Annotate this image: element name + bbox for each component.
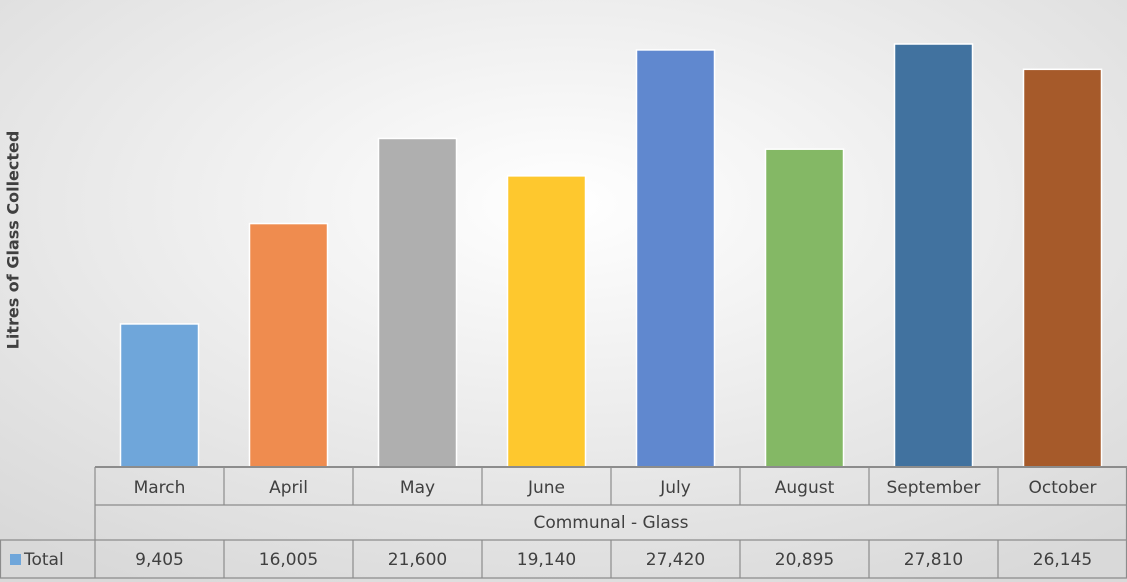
data-table-value: 9,405 bbox=[135, 550, 184, 570]
x-tick-label: August bbox=[775, 478, 835, 498]
bar bbox=[764, 148, 845, 468]
x-tick-label: June bbox=[527, 478, 565, 498]
data-table-value: 16,005 bbox=[259, 550, 318, 570]
x-tick-label: May bbox=[400, 478, 435, 498]
x-tick-label: July bbox=[659, 478, 691, 498]
bar bbox=[119, 323, 200, 468]
data-table-value: 21,600 bbox=[388, 550, 447, 570]
data-table-value: 19,140 bbox=[517, 550, 576, 570]
legend-label: Total bbox=[23, 550, 64, 570]
bar bbox=[248, 222, 329, 468]
bar bbox=[506, 175, 587, 468]
data-table-value: 26,145 bbox=[1033, 550, 1092, 570]
x-tick-label: April bbox=[269, 478, 308, 498]
x-tick-label: October bbox=[1028, 478, 1096, 498]
x-tick-label: March bbox=[134, 478, 186, 498]
bar bbox=[1022, 68, 1103, 468]
bar bbox=[893, 43, 974, 468]
data-table-value: 27,420 bbox=[646, 550, 705, 570]
y-axis-label: Litres of Glass Collected bbox=[4, 131, 23, 350]
data-table-value: 20,895 bbox=[775, 550, 834, 570]
group-label: Communal - Glass bbox=[533, 513, 688, 533]
bar bbox=[635, 49, 716, 468]
data-table-value: 27,810 bbox=[904, 550, 963, 570]
x-tick-label: September bbox=[887, 478, 981, 498]
legend-key bbox=[10, 554, 21, 565]
bar bbox=[377, 137, 458, 468]
